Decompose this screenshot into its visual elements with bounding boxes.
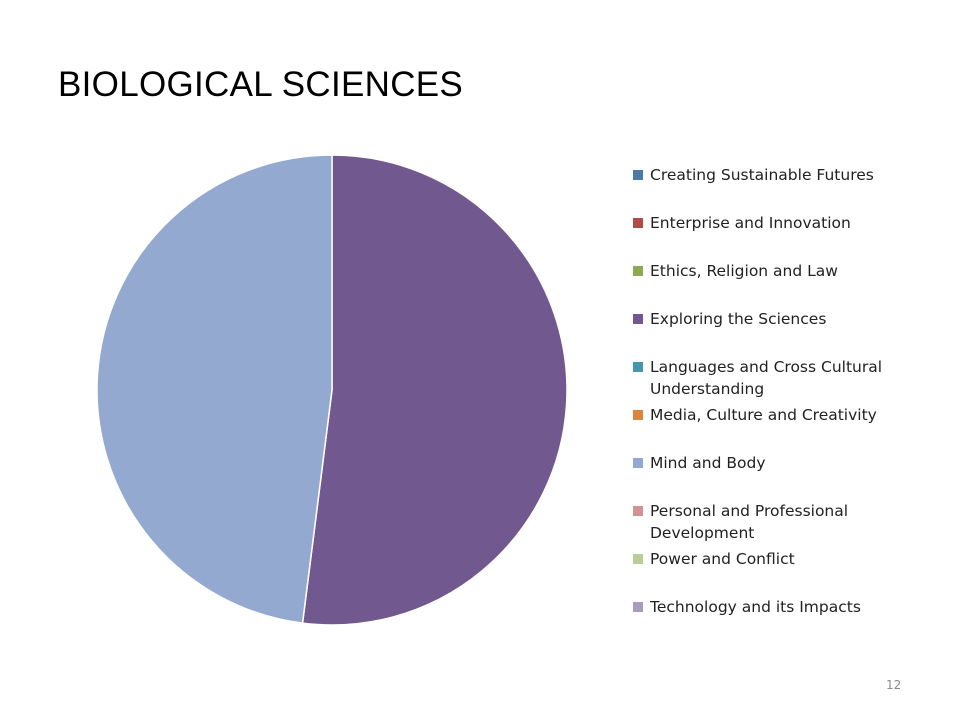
legend-label: Creating Sustainable Futures bbox=[650, 166, 874, 184]
legend-item: Power and Conflict bbox=[633, 548, 890, 570]
legend-swatch bbox=[633, 314, 643, 324]
legend-item: Creating Sustainable Futures bbox=[633, 164, 890, 186]
legend-item: Personal and Professional Development bbox=[633, 500, 890, 544]
legend-item: Exploring the Sciences bbox=[633, 308, 890, 330]
legend-swatch bbox=[633, 410, 643, 420]
slide-title: BIOLOGICAL SCIENCES bbox=[58, 65, 464, 104]
legend-swatch bbox=[633, 362, 643, 372]
page-number: 12 bbox=[886, 678, 902, 692]
legend-swatch bbox=[633, 554, 643, 564]
legend-swatch bbox=[633, 218, 643, 228]
legend-label: Enterprise and Innovation bbox=[650, 214, 851, 232]
pie-slice-mind-and-body bbox=[96, 154, 333, 624]
legend-item: Ethics, Religion and Law bbox=[633, 260, 890, 282]
legend-item: Languages and Cross Cultural Understandi… bbox=[633, 356, 890, 400]
legend-label: Media, Culture and Creativity bbox=[650, 406, 877, 424]
legend-label: Exploring the Sciences bbox=[650, 310, 827, 328]
legend-swatch bbox=[633, 266, 643, 276]
legend-label: Power and Conflict bbox=[650, 550, 795, 568]
legend-swatch bbox=[633, 458, 643, 468]
legend-swatch bbox=[633, 506, 643, 516]
legend-label: Languages and Cross Cultural Understandi… bbox=[650, 358, 883, 398]
legend-item: Media, Culture and Creativity bbox=[633, 404, 890, 426]
legend-item: Technology and its Impacts bbox=[633, 596, 890, 618]
legend-label: Mind and Body bbox=[650, 454, 766, 472]
legend-item: Enterprise and Innovation bbox=[633, 212, 890, 234]
legend-label: Ethics, Religion and Law bbox=[650, 262, 838, 280]
legend-item: Mind and Body bbox=[633, 452, 890, 474]
pie-slice-exploring-the-sciences bbox=[301, 154, 568, 626]
legend-swatch bbox=[633, 602, 643, 612]
legend-label: Technology and its Impacts bbox=[650, 598, 861, 616]
legend-swatch bbox=[633, 170, 643, 180]
legend-label: Personal and Professional Development bbox=[650, 502, 849, 542]
